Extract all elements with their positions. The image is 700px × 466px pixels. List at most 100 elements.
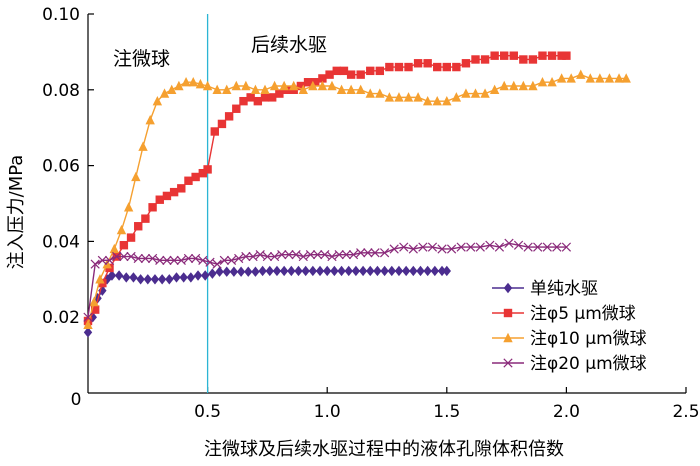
- annotation-subsequent-waterflood: 后续水驱: [251, 34, 327, 56]
- data-point: [253, 96, 263, 106]
- y-tick-label: 0.10: [42, 5, 80, 25]
- data-point: [499, 80, 509, 91]
- data-point: [294, 265, 303, 277]
- series-2: [83, 51, 571, 326]
- data-point: [366, 265, 375, 277]
- data-point: [427, 242, 438, 252]
- data-point: [262, 251, 273, 262]
- data-point: [140, 253, 151, 264]
- data-point: [442, 62, 451, 72]
- data-point: [97, 255, 107, 265]
- legend-item: 注φ10 μm微球: [492, 329, 647, 349]
- data-point: [523, 242, 533, 252]
- data-point: [284, 250, 294, 260]
- data-point: [528, 55, 538, 64]
- data-point: [114, 270, 124, 281]
- data-point: [485, 240, 495, 250]
- data-point: [518, 80, 529, 91]
- data-point: [186, 272, 196, 283]
- data-point: [433, 62, 442, 72]
- data-point: [226, 255, 237, 265]
- data-point: [126, 251, 136, 262]
- series-4: [83, 238, 572, 322]
- data-point: [169, 187, 179, 197]
- data-point: [500, 51, 509, 60]
- data-point: [136, 274, 145, 285]
- data-point: [323, 265, 332, 277]
- data-point: [165, 274, 174, 285]
- data-point: [191, 172, 200, 182]
- data-point: [246, 93, 255, 102]
- data-point: [287, 265, 296, 277]
- data-point: [157, 274, 167, 285]
- data-point: [325, 70, 334, 79]
- data-point: [394, 92, 404, 102]
- data-point: [466, 242, 476, 252]
- data-point: [162, 191, 172, 201]
- data-point: [576, 69, 586, 79]
- x-tick-label: 2.5: [672, 402, 699, 422]
- data-point: [413, 59, 423, 68]
- data-point: [621, 73, 631, 83]
- data-point: [123, 202, 134, 212]
- x-axis-title: 注微球及后续水驱过程中的液体孔隙体积倍数: [204, 439, 564, 460]
- data-point: [451, 92, 462, 102]
- data-point: [260, 84, 270, 94]
- data-point: [236, 266, 246, 277]
- data-point: [95, 274, 105, 284]
- data-point: [332, 66, 341, 76]
- data-point: [198, 255, 208, 265]
- data-point: [265, 265, 274, 277]
- data-point: [547, 51, 557, 60]
- data-point: [234, 253, 244, 264]
- data-point: [119, 240, 129, 250]
- data-point: [330, 265, 339, 277]
- data-point: [167, 84, 177, 94]
- data-point: [456, 242, 466, 252]
- data-point: [334, 250, 344, 260]
- data-point: [370, 248, 380, 258]
- data-point: [126, 233, 136, 242]
- data-point: [90, 305, 100, 314]
- data-point: [308, 265, 318, 277]
- y-tick-label: 0.02: [42, 308, 80, 328]
- series-1: [83, 265, 451, 338]
- data-point: [145, 114, 155, 125]
- data-point: [556, 73, 567, 83]
- data-point: [104, 255, 115, 265]
- data-point: [375, 88, 385, 98]
- data-point: [363, 248, 373, 258]
- data-point: [217, 119, 227, 129]
- y-tick-label: 0.06: [42, 157, 80, 177]
- data-point: [150, 274, 160, 285]
- data-point: [351, 265, 361, 277]
- data-point: [269, 251, 280, 262]
- data-point: [533, 242, 543, 252]
- data-point: [203, 165, 212, 174]
- legend-swatch-marker: [503, 308, 513, 318]
- data-point: [311, 78, 320, 87]
- data-point: [365, 88, 375, 98]
- data-point: [471, 55, 480, 64]
- data-point: [399, 242, 409, 252]
- series-3: [83, 69, 631, 329]
- data-point: [131, 171, 141, 182]
- data-point: [267, 93, 277, 102]
- data-point: [224, 112, 234, 121]
- data-point: [404, 62, 413, 72]
- data-point: [422, 95, 433, 106]
- data-point: [205, 257, 215, 267]
- data-point: [413, 92, 423, 102]
- legend-swatch-marker: [503, 282, 513, 294]
- data-point: [389, 244, 399, 254]
- data-point: [248, 251, 258, 262]
- data-point: [119, 251, 129, 262]
- data-point: [373, 265, 382, 277]
- data-point: [155, 255, 165, 265]
- data-point: [244, 266, 253, 277]
- data-point: [212, 259, 222, 269]
- data-point: [318, 74, 327, 83]
- annotation-microsphere-injection: 注微球: [113, 48, 170, 70]
